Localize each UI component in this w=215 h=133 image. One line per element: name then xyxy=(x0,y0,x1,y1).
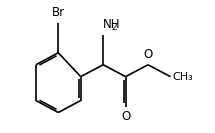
Text: O: O xyxy=(143,48,153,61)
Text: CH₃: CH₃ xyxy=(172,72,193,82)
Text: O: O xyxy=(121,110,130,123)
Text: NH: NH xyxy=(102,18,120,31)
Text: Br: Br xyxy=(52,7,65,19)
Text: 2: 2 xyxy=(112,23,117,32)
